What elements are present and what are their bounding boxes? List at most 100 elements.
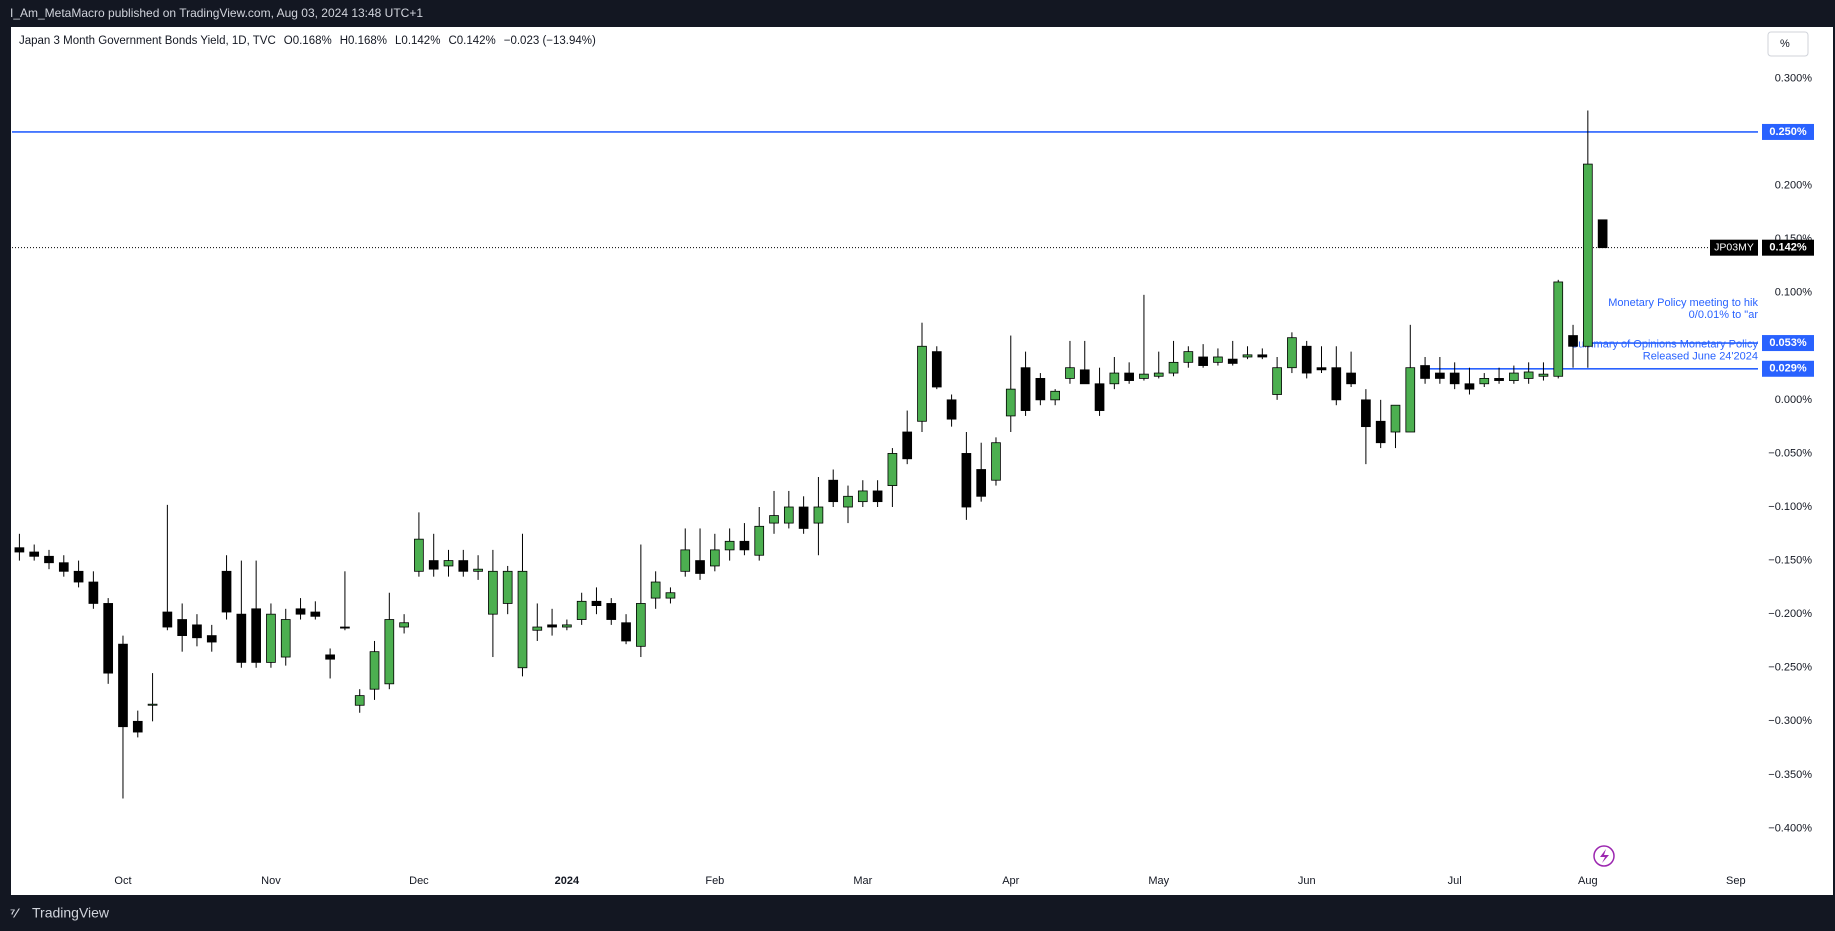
candle-body (1375, 420, 1386, 444)
candle-body (991, 442, 1001, 481)
footer-logo: TradingView (32, 905, 110, 921)
candle-body (1479, 378, 1490, 385)
candle-body (1227, 358, 1238, 364)
candle-body (1168, 361, 1179, 374)
x-tick-label: 2024 (555, 875, 580, 887)
candle-body (58, 562, 69, 572)
candle-body (769, 515, 779, 524)
level-note: 0/0.01% to "ar (1689, 309, 1759, 321)
candle-body (310, 611, 321, 617)
y-tick-label: 0.300% (1775, 72, 1813, 84)
x-tick-label: Oct (114, 875, 131, 887)
y-tick-label: −0.200% (1768, 608, 1812, 620)
candle-body (132, 720, 143, 733)
candle-body (1405, 367, 1416, 433)
candle-body (118, 643, 128, 728)
y-tick-label: −0.350% (1768, 769, 1812, 781)
candle-body (1139, 373, 1149, 379)
candle-body (902, 431, 913, 460)
legend-stat: L0.142% (395, 35, 440, 47)
candle-body (1523, 371, 1534, 379)
candle-body (1020, 367, 1031, 411)
candle-body (1301, 345, 1312, 374)
candle-body (517, 570, 528, 669)
y-tick-label: −0.150% (1768, 554, 1812, 566)
symbol-tag (1710, 239, 1758, 256)
candle-body (295, 608, 306, 615)
candle-body (443, 560, 454, 567)
candle-body (44, 555, 54, 564)
candle-body (1553, 281, 1564, 377)
candle-body (710, 549, 720, 567)
candle-body (1005, 388, 1016, 417)
legend-stat: O0.168% (284, 35, 332, 47)
candle-body (828, 479, 839, 503)
candle-body (798, 506, 809, 529)
candle-body (665, 592, 676, 599)
candle-body (1035, 378, 1046, 401)
x-tick-label: Nov (261, 875, 281, 887)
legend-stat: −0.023 (−13.94%) (504, 35, 596, 47)
candle-body (73, 570, 84, 583)
candle-body (384, 619, 395, 685)
candle-body (576, 600, 587, 620)
candle-body (414, 538, 424, 572)
x-tick-label: May (1148, 875, 1169, 887)
candle-body (606, 603, 617, 620)
candle-body (872, 490, 883, 503)
candle-body (1509, 372, 1519, 381)
level-note: Monetary Policy meeting to hik (1608, 297, 1758, 309)
candle-body (473, 568, 483, 572)
y-tick-label: −0.050% (1768, 447, 1812, 459)
y-tick-label: 0.000% (1775, 394, 1813, 406)
unit-button[interactable] (1767, 31, 1809, 57)
candle-body (724, 540, 735, 551)
candle-body (1124, 372, 1134, 381)
candle-body (354, 695, 365, 706)
legend-stat: H0.168% (340, 35, 387, 47)
y-tick-label: −0.400% (1768, 822, 1812, 834)
candle-body (650, 581, 661, 599)
candle-body (1346, 372, 1356, 385)
candle-body (340, 626, 350, 629)
x-tick-label: Apr (1002, 875, 1019, 887)
candle-body (325, 654, 335, 660)
logo-mark: ⁷⁄ (10, 905, 20, 920)
candle-body (783, 506, 794, 524)
candle-body (1094, 383, 1105, 411)
candle-body (147, 703, 158, 706)
candle-body (103, 603, 114, 674)
candle-body (14, 547, 25, 553)
candle-body (917, 345, 927, 422)
candle-body (636, 603, 646, 647)
y-tick-label: 0.100% (1775, 287, 1813, 299)
candle-body (1257, 354, 1268, 358)
axis-tag (1762, 123, 1814, 140)
chart-panel (11, 27, 1833, 895)
candle-body (1153, 372, 1164, 377)
candle-body (1213, 356, 1223, 363)
candle-body (177, 619, 187, 637)
candle-body (695, 560, 705, 574)
axis-tag-label: 0.029% (1769, 363, 1807, 375)
candle-body (591, 600, 602, 606)
candle-body (399, 622, 409, 628)
candle-body (1065, 367, 1075, 379)
header: I_Am_MetaMacro published on TradingView.… (10, 6, 423, 20)
candle-body (251, 608, 261, 663)
candle-body (428, 560, 439, 570)
candle-body (1109, 372, 1120, 385)
candle-body (1435, 372, 1445, 379)
candle-body (192, 624, 202, 639)
candle-body (532, 626, 543, 631)
x-tick-label: Feb (705, 875, 724, 887)
candle-body (206, 635, 217, 643)
candle-body (1568, 335, 1578, 347)
candle-body (843, 495, 853, 508)
candle-body (458, 560, 469, 572)
axis-tag (1762, 239, 1814, 256)
event-icon[interactable] (1593, 845, 1615, 867)
symbol-tag-label: JP03MY (1714, 241, 1754, 253)
unit-button-label[interactable]: % (1780, 38, 1790, 50)
